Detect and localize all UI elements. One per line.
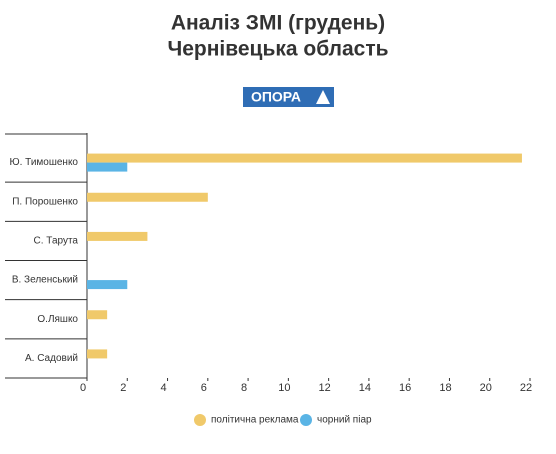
legend-label: політична реклама — [211, 415, 299, 426]
y-tick-label: П. Порошенко — [12, 196, 78, 207]
x-tick-label: 10 — [278, 382, 290, 394]
x-tick-label: 8 — [241, 382, 247, 394]
logo-box — [243, 87, 334, 107]
x-tick-label: 6 — [201, 382, 207, 394]
x-tick-label: 16 — [399, 382, 411, 394]
y-tick-label: А. Садовий — [25, 353, 78, 364]
bar — [87, 310, 108, 320]
y-tick-label: Ю. Тимошенко — [9, 157, 78, 168]
x-tick-label: 0 — [80, 382, 86, 394]
bar — [87, 153, 522, 163]
bar — [87, 231, 148, 241]
bar — [87, 192, 208, 202]
logo-icon — [316, 90, 330, 104]
y-tick-label: О.Ляшко — [37, 314, 78, 325]
x-tick-label: 2 — [120, 382, 126, 394]
x-tick-label: 22 — [520, 382, 532, 394]
bar — [87, 349, 108, 359]
x-tick-label: 12 — [319, 382, 331, 394]
logo: ОПОРА — [251, 89, 301, 105]
x-tick-label: 4 — [160, 382, 166, 394]
x-tick-label: 18 — [439, 382, 451, 394]
legend-label: чорний піар — [317, 415, 372, 426]
legend-marker — [194, 414, 206, 426]
y-tick-label: В. Зеленський — [12, 275, 78, 286]
x-tick-label: 14 — [359, 382, 371, 394]
bar — [87, 280, 128, 290]
y-tick-label: С. Тарута — [34, 236, 79, 247]
chart-subtitle: Чернівецька область — [167, 38, 388, 61]
chart-title: Аналіз ЗМІ (грудень) — [171, 12, 385, 35]
legend-marker — [300, 414, 312, 426]
bar — [87, 162, 128, 172]
x-tick-label: 20 — [480, 382, 492, 394]
